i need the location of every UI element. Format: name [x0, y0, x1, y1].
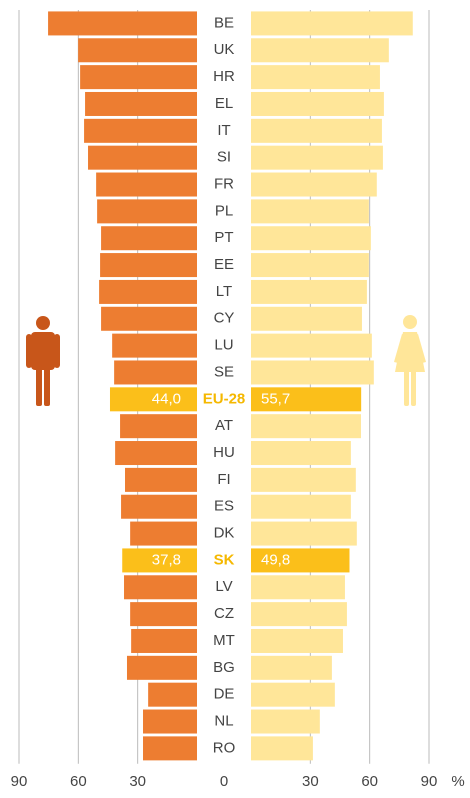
bar — [85, 91, 197, 116]
bar — [126, 655, 197, 680]
bar — [122, 548, 197, 573]
bar — [109, 387, 197, 412]
bar — [120, 414, 197, 439]
value-label: 44,0 — [152, 390, 181, 407]
bar — [251, 575, 345, 600]
bar — [100, 253, 197, 278]
bar — [251, 91, 384, 116]
bar — [251, 709, 320, 734]
x-tick-label: 0 — [220, 773, 228, 790]
category-label: PT — [214, 229, 233, 246]
x-tick-label: 90 — [11, 773, 28, 790]
bar — [251, 494, 351, 519]
category-label: CY — [214, 310, 235, 327]
x-tick-label: 30 — [129, 773, 146, 790]
bar — [88, 145, 197, 170]
x-tick-label: 60 — [361, 773, 378, 790]
bar — [251, 65, 380, 90]
category-label: HU — [213, 444, 235, 461]
category-label: MT — [213, 632, 235, 649]
category-label: AT — [215, 417, 233, 434]
category-label: HR — [213, 68, 235, 85]
category-label: DK — [214, 525, 235, 542]
category-label: FI — [217, 471, 230, 488]
bar — [251, 279, 367, 304]
category-label: SI — [217, 149, 231, 166]
bar — [115, 441, 197, 466]
female-icon — [394, 315, 426, 406]
bar — [101, 226, 197, 251]
category-label: CZ — [214, 605, 234, 622]
category-label: ES — [214, 498, 234, 515]
bar — [99, 279, 197, 304]
x-tick-label: 60 — [70, 773, 87, 790]
category-label: LV — [215, 578, 232, 595]
bar — [251, 467, 356, 492]
bar — [251, 360, 374, 385]
x-tick-label: 30 — [302, 773, 319, 790]
bar — [130, 602, 197, 627]
bar — [251, 548, 350, 573]
category-label: BE — [214, 14, 234, 31]
category-label: NL — [214, 712, 233, 729]
x-tick-label: 90 — [421, 773, 438, 790]
x-unit: % — [451, 773, 464, 790]
bar — [251, 226, 371, 251]
bar — [251, 441, 351, 466]
bar — [251, 172, 377, 197]
bar — [143, 736, 197, 761]
category-label: SK — [214, 551, 235, 568]
category-label: PL — [215, 202, 233, 219]
bar — [80, 65, 197, 90]
category-label: UK — [214, 41, 235, 58]
bar — [251, 736, 313, 761]
bar — [148, 682, 197, 707]
bar — [251, 118, 382, 143]
bar — [251, 655, 332, 680]
value-label: 49,8 — [261, 551, 290, 568]
bar — [131, 628, 197, 653]
bar — [48, 11, 197, 36]
bar — [251, 521, 357, 546]
bar — [130, 521, 197, 546]
value-label: 37,8 — [152, 551, 181, 568]
category-label: SE — [214, 363, 234, 380]
bar — [251, 387, 362, 412]
category-label: EL — [215, 95, 233, 112]
bar — [143, 709, 197, 734]
bar — [96, 172, 197, 197]
category-label: EU-28 — [203, 390, 246, 407]
bar — [251, 253, 369, 278]
bar — [251, 682, 335, 707]
male-icon — [26, 316, 60, 406]
bar — [251, 414, 361, 439]
bar — [251, 602, 347, 627]
bar — [112, 333, 197, 358]
bar — [84, 118, 197, 143]
bar — [251, 306, 362, 331]
bar — [124, 575, 197, 600]
category-label: BG — [213, 659, 235, 676]
category-label: DE — [214, 686, 235, 703]
bar — [251, 11, 413, 36]
bar — [97, 199, 197, 224]
value-label: 55,7 — [261, 390, 290, 407]
bar — [114, 360, 197, 385]
category-label: FR — [214, 175, 234, 192]
category-label: IT — [217, 122, 230, 139]
bar — [101, 306, 197, 331]
bar — [251, 333, 372, 358]
category-label: RO — [213, 739, 236, 756]
category-label: EE — [214, 256, 234, 273]
category-label: LT — [216, 283, 232, 300]
bar — [251, 199, 369, 224]
bar — [125, 467, 197, 492]
bar — [251, 628, 343, 653]
category-label: LU — [214, 337, 233, 354]
bar — [121, 494, 197, 519]
bar — [251, 38, 389, 63]
bar — [78, 38, 197, 63]
bar — [251, 145, 383, 170]
